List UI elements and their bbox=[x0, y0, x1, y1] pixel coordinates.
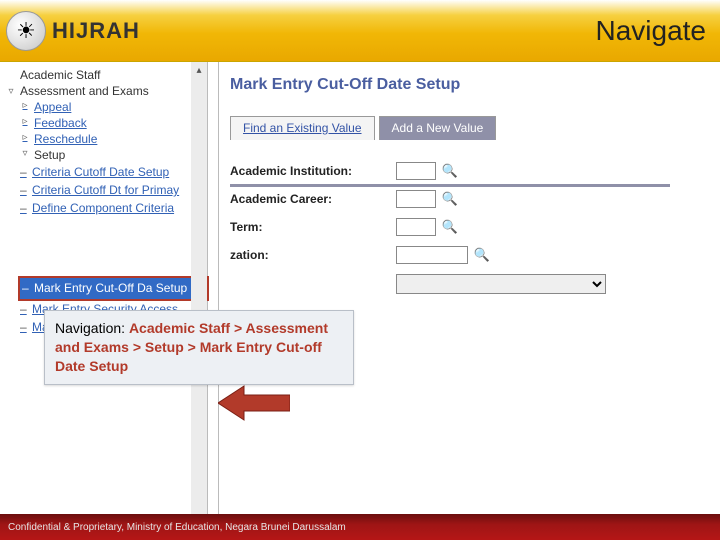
sidebar-item-academic-staff[interactable]: Academic Staff bbox=[20, 68, 100, 82]
label-institution: Academic Institution: bbox=[230, 164, 390, 178]
input-org[interactable] bbox=[396, 246, 468, 264]
footer-text: Confidential & Proprietary, Ministry of … bbox=[8, 522, 346, 533]
input-term[interactable] bbox=[396, 218, 436, 236]
expand-icon[interactable]: ▹ bbox=[20, 132, 30, 143]
expand-icon[interactable]: ▹ bbox=[20, 116, 30, 127]
navigation-hint: Navigation: Academic Staff > Assessment … bbox=[44, 310, 354, 385]
sidebar-item-criteria-cutoff-primary[interactable]: –Criteria Cutoff Dt for Primay bbox=[20, 183, 207, 198]
select-extra[interactable] bbox=[396, 274, 606, 294]
label-career: Academic Career: bbox=[230, 192, 390, 206]
lookup-icon[interactable]: 🔍 bbox=[442, 191, 458, 207]
sidebar: ▴ Academic Staff ▿ Assessment and Exams … bbox=[0, 62, 208, 514]
sidebar-item-reschedule[interactable]: ▹Reschedule bbox=[20, 132, 207, 146]
lookup-icon[interactable]: 🔍 bbox=[442, 163, 458, 179]
sidebar-item-assessment[interactable]: Assessment and Exams bbox=[20, 84, 149, 98]
nav-hint-label: Navigation: bbox=[55, 320, 129, 336]
divider bbox=[218, 62, 219, 514]
scrollbar-track[interactable] bbox=[191, 62, 207, 514]
label-org: zation: bbox=[230, 248, 390, 262]
tabstrip: Find an Existing Value Add a New Value bbox=[230, 116, 708, 140]
lookup-icon[interactable]: 🔍 bbox=[474, 247, 490, 263]
sidebar-item-mark-entry-cutoff[interactable]: –Mark Entry Cut-Off Da Setup bbox=[20, 278, 207, 299]
top-banner: ☀ HIJRAH Navigate bbox=[0, 0, 720, 62]
input-institution[interactable] bbox=[396, 162, 436, 180]
collapse-icon[interactable]: ▿ bbox=[6, 86, 16, 97]
input-career[interactable] bbox=[396, 190, 436, 208]
sidebar-item-appeal[interactable]: ▹Appeal bbox=[20, 100, 207, 114]
collapse-icon[interactable]: ▿ bbox=[20, 148, 30, 159]
footer: Confidential & Proprietary, Ministry of … bbox=[0, 514, 720, 540]
tab-underline bbox=[230, 184, 670, 187]
sidebar-item-setup[interactable]: ▿ Setup bbox=[20, 148, 207, 162]
scroll-up-icon[interactable]: ▴ bbox=[191, 62, 207, 78]
page-title: Mark Entry Cut-Off Date Setup bbox=[230, 76, 708, 94]
logo: ☀ HIJRAH bbox=[6, 11, 140, 51]
page-heading: Navigate bbox=[595, 15, 706, 47]
arrow-icon bbox=[218, 384, 290, 422]
label-term: Term: bbox=[230, 220, 390, 234]
crest-icon: ☀ bbox=[6, 11, 46, 51]
sidebar-item-criteria-cutoff[interactable]: –Criteria Cutoff Date Setup bbox=[20, 165, 207, 180]
tab-add-new[interactable]: Add a New Value bbox=[379, 116, 497, 140]
workarea: ▴ Academic Staff ▿ Assessment and Exams … bbox=[0, 62, 720, 514]
logo-text: HIJRAH bbox=[52, 18, 140, 44]
sidebar-item-define-component[interactable]: –Define Component Criteria bbox=[20, 201, 207, 216]
tab-find-existing[interactable]: Find an Existing Value bbox=[230, 116, 375, 140]
lookup-icon[interactable]: 🔍 bbox=[442, 219, 458, 235]
expand-icon[interactable]: ▹ bbox=[20, 100, 30, 111]
sidebar-item-feedback[interactable]: ▹Feedback bbox=[20, 116, 207, 130]
content-panel: Mark Entry Cut-Off Date Setup Find an Ex… bbox=[208, 62, 720, 514]
